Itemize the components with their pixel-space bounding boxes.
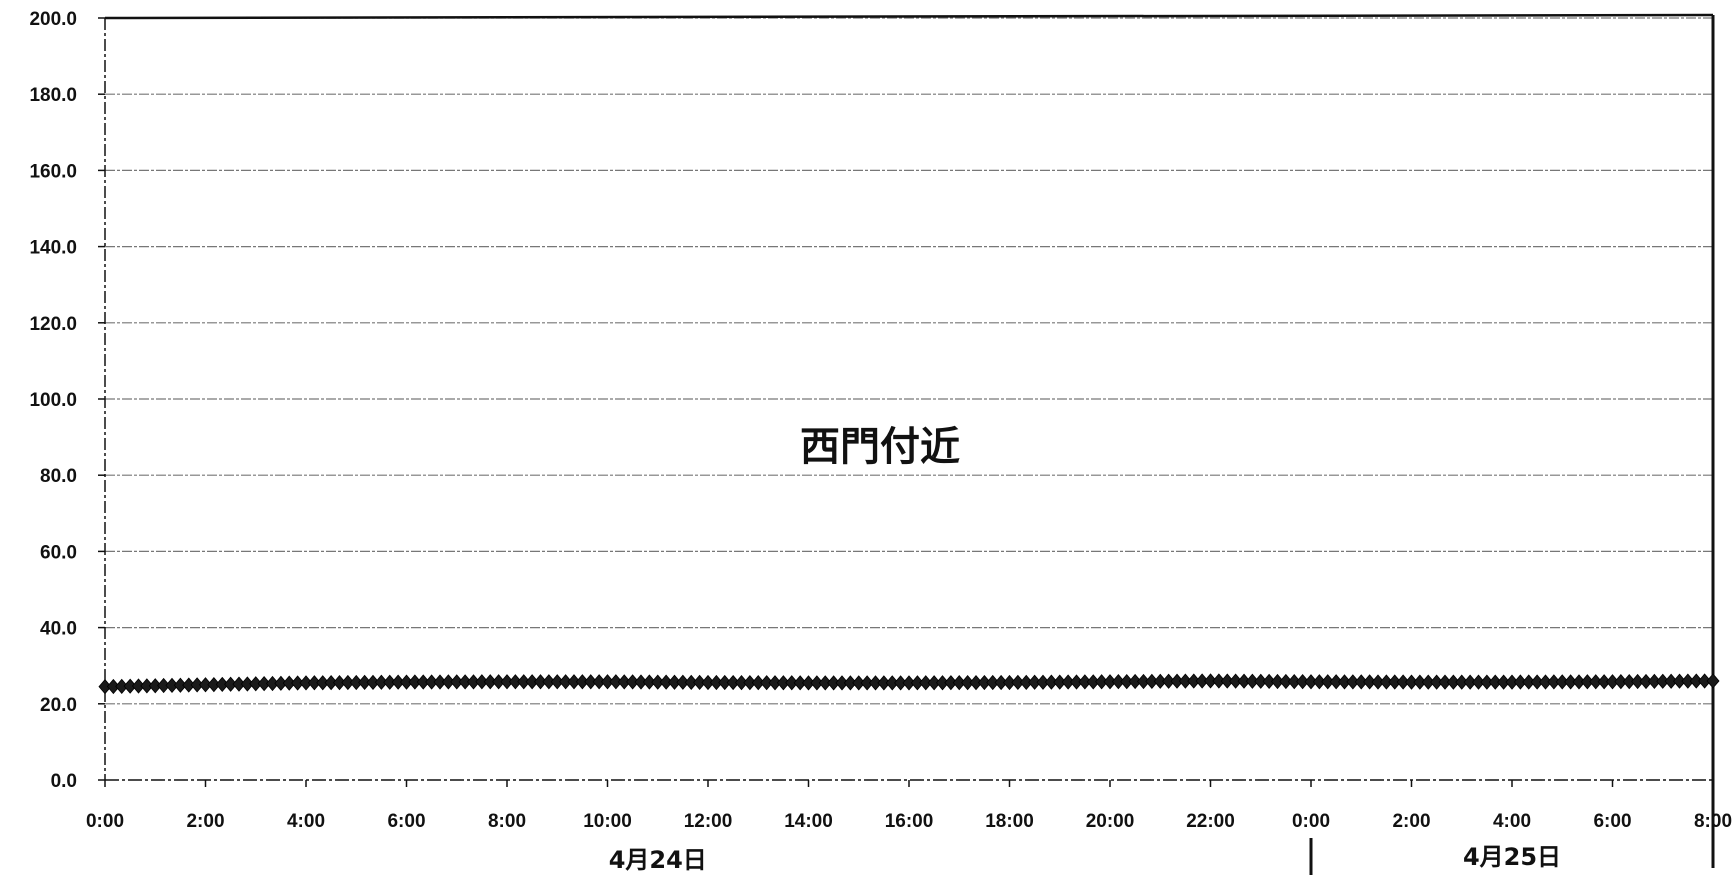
- x-tick-label: 20:00: [1086, 811, 1135, 832]
- x-tick-label: 22:00: [1186, 811, 1235, 832]
- x-tick-label: 12:00: [684, 811, 733, 832]
- x-tick-label: 4:00: [287, 811, 325, 832]
- day-label: 4月24日: [609, 846, 707, 874]
- y-tick-label: 40.0: [40, 619, 77, 640]
- x-tick-label: 16:00: [885, 811, 934, 832]
- x-tick-label: 6:00: [1593, 811, 1631, 832]
- day-labels: 4月24日 4月25日: [609, 843, 1561, 874]
- axes: [98, 13, 1715, 875]
- data-point: [1706, 673, 1720, 689]
- x-tick-labels: 0:00 2:00 4:00 6:00 8:00 10:00 12:00 14:00 16:00…: [86, 811, 1732, 832]
- y-tick-label: 200.0: [29, 9, 77, 30]
- x-tick-label: 6:00: [387, 811, 425, 832]
- y-tick-label: 100.0: [29, 390, 77, 411]
- x-tick-label: 4:00: [1493, 811, 1531, 832]
- y-tick-label: 80.0: [40, 466, 77, 487]
- y-tick-label: 140.0: [29, 238, 77, 259]
- x-tick-label: 0:00: [1292, 811, 1330, 832]
- y-tick-label: 120.0: [29, 314, 77, 335]
- day-label: 4月25日: [1463, 843, 1561, 871]
- y-tick-labels: 0.0 20.0 40.0 60.0 80.0 100.0 120.0 140.0 160.0 1…: [29, 9, 77, 792]
- x-tick-label: 2:00: [186, 811, 224, 832]
- chart-title: 西門付近: [800, 424, 960, 470]
- x-tick-label: 18:00: [985, 811, 1034, 832]
- x-tick-label: 0:00: [86, 811, 124, 832]
- x-tick-label: 14:00: [784, 811, 833, 832]
- gridlines: [105, 17, 1713, 705]
- series-temperature: [98, 673, 1720, 695]
- plot-frame-top: [104, 13, 1714, 20]
- y-tick-label: 0.0: [51, 771, 77, 792]
- y-tick-label: 180.0: [29, 85, 77, 106]
- x-tick-label: 2:00: [1392, 811, 1430, 832]
- y-tick-label: 20.0: [40, 695, 77, 716]
- x-tick-label: 10:00: [583, 811, 632, 832]
- x-tick-label: 8:00: [488, 811, 526, 832]
- y-tick-label: 60.0: [40, 542, 77, 563]
- y-tick-label: 160.0: [29, 161, 77, 182]
- x-tick-label: 8:00: [1694, 811, 1732, 832]
